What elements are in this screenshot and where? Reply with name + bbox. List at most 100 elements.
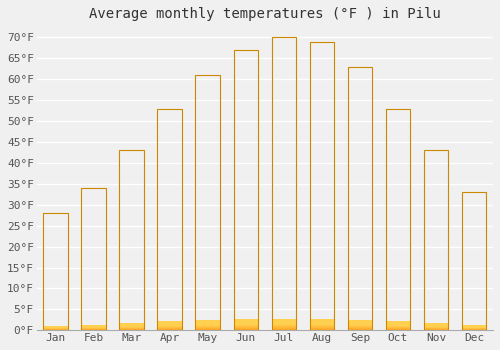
Bar (348, 322, 372, 328)
Bar (158, 324, 182, 328)
Bar (120, 323, 144, 327)
Bar (158, 323, 182, 327)
Bar (348, 324, 372, 329)
Bar (82, 326, 106, 329)
Bar (272, 322, 296, 328)
Bar (196, 325, 220, 330)
Bar (462, 325, 486, 328)
Bar (234, 323, 258, 329)
Bar (386, 325, 410, 329)
Bar (348, 324, 372, 329)
Bar (82, 325, 106, 328)
Bar (348, 322, 372, 327)
Bar (234, 323, 258, 329)
Bar (158, 324, 182, 329)
Bar (120, 325, 144, 329)
Bar (310, 322, 334, 328)
Bar (158, 323, 182, 328)
Bar (386, 325, 410, 329)
Bar (196, 325, 220, 330)
Bar (424, 327, 448, 330)
Title: Average monthly temperatures (°F ) in Pilu: Average monthly temperatures (°F ) in Pi… (89, 7, 441, 21)
Bar (310, 321, 334, 327)
Bar (158, 326, 182, 330)
Bar (234, 322, 258, 327)
Bar (310, 319, 334, 325)
Bar (196, 322, 220, 327)
Bar (424, 323, 448, 327)
Bar (82, 328, 106, 330)
Bar (310, 322, 334, 328)
Bar (234, 323, 258, 328)
Bar (272, 324, 296, 330)
Bar (158, 322, 182, 327)
Bar (424, 325, 448, 329)
Bar (234, 324, 258, 330)
Bar (196, 321, 220, 326)
Bar (462, 325, 486, 328)
Bar (44, 327, 68, 330)
Bar (348, 323, 372, 329)
Bar (44, 328, 68, 330)
Bar (82, 327, 106, 330)
Bar (272, 37, 296, 330)
Bar (158, 323, 182, 328)
Bar (82, 326, 106, 328)
Bar (120, 324, 144, 328)
Bar (462, 325, 486, 328)
Bar (462, 327, 486, 330)
Bar (158, 322, 182, 326)
Bar (44, 327, 68, 330)
Bar (120, 326, 144, 329)
Bar (272, 322, 296, 328)
Bar (158, 322, 182, 326)
Bar (234, 322, 258, 328)
Bar (386, 324, 410, 328)
Bar (82, 327, 106, 330)
Bar (196, 325, 220, 330)
Bar (120, 324, 144, 328)
Bar (348, 322, 372, 327)
Bar (44, 328, 68, 330)
Bar (120, 323, 144, 327)
Bar (310, 322, 334, 328)
Bar (120, 325, 144, 329)
Bar (196, 324, 220, 329)
Bar (386, 326, 410, 330)
Bar (348, 325, 372, 330)
Bar (158, 325, 182, 330)
Bar (424, 324, 448, 327)
Bar (120, 324, 144, 327)
Bar (234, 324, 258, 330)
Bar (272, 324, 296, 330)
Bar (272, 321, 296, 327)
Bar (82, 326, 106, 328)
Bar (424, 324, 448, 328)
Bar (310, 320, 334, 326)
Bar (310, 322, 334, 328)
Bar (120, 327, 144, 330)
Bar (120, 326, 144, 330)
Bar (386, 324, 410, 329)
Bar (158, 322, 182, 327)
Bar (196, 320, 220, 325)
Bar (234, 320, 258, 326)
Bar (272, 324, 296, 330)
Bar (424, 324, 448, 328)
Bar (386, 322, 410, 327)
Bar (120, 324, 144, 328)
Bar (424, 324, 448, 327)
Bar (196, 323, 220, 329)
Bar (462, 326, 486, 329)
Bar (44, 328, 68, 330)
Bar (462, 327, 486, 330)
Bar (234, 322, 258, 327)
Bar (310, 319, 334, 325)
Bar (462, 326, 486, 329)
Bar (310, 320, 334, 326)
Bar (234, 322, 258, 328)
Bar (120, 323, 144, 327)
Bar (348, 321, 372, 326)
Bar (424, 323, 448, 327)
Bar (462, 326, 486, 329)
